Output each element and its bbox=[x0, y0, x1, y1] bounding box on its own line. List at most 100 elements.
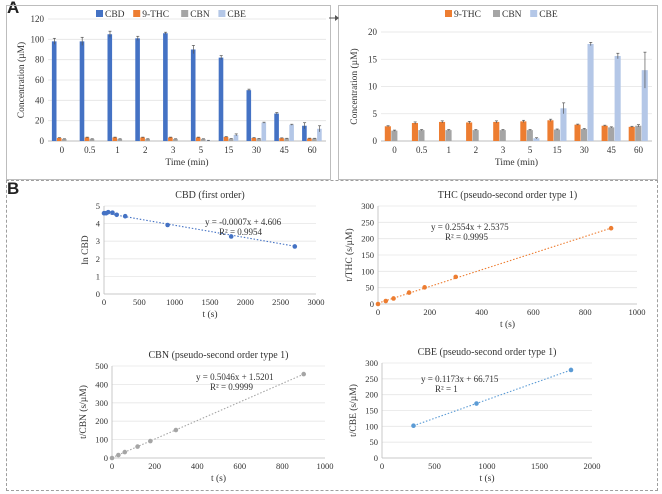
data-point bbox=[568, 367, 574, 373]
y-tick-label: 120 bbox=[31, 14, 45, 24]
chart-title: CBE (pseudo-second order type 1) bbox=[418, 347, 557, 358]
y-tick-label: 80 bbox=[35, 55, 45, 65]
data-point bbox=[474, 401, 479, 406]
x-tick-label: 3000 bbox=[308, 297, 325, 307]
y-tick-label: 1 bbox=[96, 271, 100, 281]
y-tick-label: 400 bbox=[95, 379, 108, 389]
x-axis-title: t (s) bbox=[202, 309, 217, 320]
x-tick-label: 0 bbox=[102, 297, 106, 307]
bar-9-thc bbox=[168, 137, 173, 141]
y-tick-label: 0 bbox=[96, 289, 100, 299]
bar-9-thc bbox=[493, 121, 500, 141]
data-point bbox=[135, 444, 140, 449]
data-point bbox=[109, 455, 115, 461]
bar-cbe bbox=[587, 43, 594, 141]
kinetics-plot-cbe: CBE (pseudo-second order type 1) 0 50 100 15… bbox=[348, 347, 601, 484]
bar-cbn bbox=[445, 130, 452, 141]
panel-label-b: B bbox=[7, 179, 20, 198]
y-tick-label: 50 bbox=[370, 437, 379, 447]
x-tick-label: 60 bbox=[308, 145, 318, 155]
x-tick-label: 500 bbox=[133, 297, 146, 307]
legend-label: 9-THC bbox=[142, 10, 169, 20]
y-tick-label: 200 bbox=[95, 416, 108, 426]
x-tick-label: 400 bbox=[475, 307, 488, 317]
bar-cbe bbox=[233, 134, 239, 141]
x-tick-label: 1000 bbox=[629, 307, 646, 317]
y-tick-label: 150 bbox=[361, 250, 374, 260]
x-tick-label: 1 bbox=[115, 145, 120, 155]
data-point bbox=[122, 449, 128, 455]
bar-cbn bbox=[499, 130, 506, 141]
x-tick-label: 0.5 bbox=[84, 145, 96, 155]
y-tick-label: 100 bbox=[365, 421, 378, 431]
data-point bbox=[165, 222, 170, 228]
bar-9-thc bbox=[195, 137, 201, 141]
y-tick-label: 250 bbox=[365, 374, 378, 384]
legend-swatch bbox=[96, 10, 103, 17]
x-axis-title: t (s) bbox=[500, 319, 515, 330]
bar-9-thc bbox=[466, 122, 473, 141]
y-tick-label: 100 bbox=[31, 34, 45, 44]
kinetics-plot-cbd: CBD (first order) 0 1 2 3 4 5 0 500 1000 1500 2000 2… bbox=[81, 190, 325, 320]
kinetics-plot-cbn: CBN (pseudo-second order type 1) 0 100 200 3… bbox=[78, 350, 334, 484]
legend-swatch bbox=[530, 10, 538, 17]
x-tick-label: 500 bbox=[428, 461, 441, 471]
y-tick-label: 3 bbox=[96, 236, 100, 246]
x-tick-label: 1500 bbox=[531, 461, 548, 471]
x-tick-label: 45 bbox=[607, 145, 617, 155]
y-tick-label: 4 bbox=[96, 219, 101, 229]
x-tick-label: 1500 bbox=[202, 297, 219, 307]
x-tick-label: 0.5 bbox=[416, 145, 428, 155]
bar-9-thc bbox=[438, 121, 446, 141]
y-axis-title: Concentration (µM) bbox=[349, 48, 360, 124]
x-tick-label: 0 bbox=[60, 145, 65, 155]
data-point bbox=[122, 213, 128, 219]
bar-9-thc bbox=[84, 137, 90, 141]
bar-9-thc bbox=[628, 126, 635, 141]
y-tick-label: 500 bbox=[95, 361, 108, 371]
trendline bbox=[377, 227, 612, 304]
trend-equation: y = 0.2554x + 2.5375 bbox=[431, 222, 509, 232]
chart-title: CBN (pseudo-second order type 1) bbox=[149, 350, 289, 361]
bar-cbe bbox=[641, 70, 648, 141]
y-tick-label: 300 bbox=[95, 398, 108, 408]
x-tick-label: 0 bbox=[392, 145, 397, 155]
bar-cbn bbox=[228, 138, 234, 141]
legend-swatch bbox=[133, 10, 141, 17]
x-tick-label: 600 bbox=[233, 461, 246, 471]
data-point bbox=[301, 371, 307, 377]
trendline bbox=[111, 373, 304, 459]
r-squared: R² = 0.9995 bbox=[445, 232, 489, 242]
legend-swatch bbox=[181, 10, 189, 17]
y-tick-label: 250 bbox=[361, 217, 374, 227]
bar-cbd bbox=[274, 113, 279, 141]
x-axis-title: Time (min) bbox=[495, 157, 538, 168]
legend-label: CBD bbox=[105, 10, 125, 20]
bar-cbe bbox=[614, 55, 621, 142]
chart-title: THC (pseudo-second order type 1) bbox=[438, 190, 577, 201]
x-tick-label: 5 bbox=[199, 145, 204, 155]
kinetics-plot-thc: THC (pseudo-second order type 1) 0 50 100 15… bbox=[344, 190, 646, 330]
panel-a-left-frame bbox=[6, 5, 331, 180]
trendline bbox=[103, 212, 295, 247]
bar-cbn bbox=[312, 138, 317, 141]
y-tick-label: 2 bbox=[96, 254, 100, 264]
x-tick-label: 2 bbox=[143, 145, 148, 155]
trendline bbox=[413, 369, 572, 427]
x-tick-label: 800 bbox=[276, 461, 289, 471]
y-tick-label: 0 bbox=[373, 136, 378, 146]
bar-9-thc bbox=[307, 138, 312, 141]
x-tick-label: 800 bbox=[579, 307, 592, 317]
x-axis-title: t (s) bbox=[211, 473, 226, 484]
y-tick-label: 200 bbox=[365, 390, 378, 400]
legend-label: CBN bbox=[190, 10, 210, 20]
data-point bbox=[110, 210, 115, 215]
data-point bbox=[292, 244, 298, 249]
bar-9-thc bbox=[140, 137, 145, 141]
x-tick-label: 60 bbox=[634, 145, 644, 155]
bar-cbd bbox=[163, 33, 168, 141]
data-point bbox=[375, 301, 381, 307]
x-tick-label: 30 bbox=[580, 145, 590, 155]
bar-cbe bbox=[289, 124, 294, 141]
bar-cbn bbox=[200, 138, 206, 141]
